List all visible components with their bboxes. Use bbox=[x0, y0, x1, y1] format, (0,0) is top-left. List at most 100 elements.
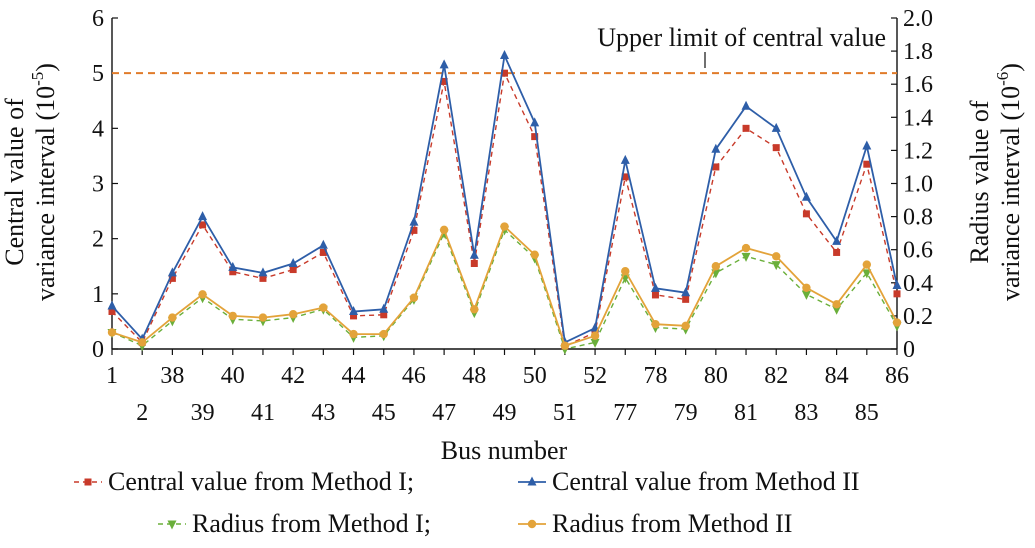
series-4-point bbox=[470, 305, 479, 314]
axes bbox=[111, 17, 898, 355]
series-3-point bbox=[862, 269, 872, 279]
legend-label: Radius from Method I; bbox=[192, 509, 431, 538]
x-tick-label: 45 bbox=[372, 400, 396, 426]
series-2-point bbox=[892, 280, 902, 290]
x-axis-label: Bus number bbox=[441, 436, 568, 465]
series-4-point bbox=[651, 319, 660, 329]
x-tick-label: 84 bbox=[825, 363, 849, 389]
series-4-point bbox=[862, 260, 872, 269]
y-left-label-exponent: -5 bbox=[28, 72, 47, 86]
x-tick-label: 44 bbox=[342, 363, 366, 389]
series-2-point bbox=[862, 140, 872, 150]
y-right-tick-label: 0.2 bbox=[903, 304, 933, 330]
legend: Central value from Method I; Central valu… bbox=[74, 467, 860, 538]
series-4-point bbox=[621, 267, 630, 276]
series-line-4 bbox=[111, 224, 898, 347]
series-2-point bbox=[318, 239, 328, 249]
series-2-point bbox=[681, 287, 691, 297]
series-2-point bbox=[167, 267, 177, 277]
legend-item-4: Radius from Method II bbox=[518, 509, 792, 538]
series-4-point bbox=[711, 262, 721, 271]
legend-swatch-marker bbox=[84, 478, 92, 486]
x-tick-label: 79 bbox=[674, 400, 698, 426]
series-4-point bbox=[168, 313, 177, 322]
y-left-label-line2-text: variance interval (10 bbox=[31, 86, 60, 301]
y-left-tick-label: 5 bbox=[92, 61, 104, 87]
series-2-point bbox=[741, 100, 751, 110]
y-right-label: Radius value of variance interval (10-6) bbox=[965, 63, 1025, 301]
series-1 bbox=[108, 69, 901, 350]
series-2-point bbox=[500, 50, 509, 60]
series-1-point bbox=[802, 210, 810, 218]
series-2-point bbox=[771, 122, 781, 132]
series-1-point bbox=[712, 163, 720, 171]
series-2-point bbox=[439, 59, 449, 69]
series-4-point bbox=[802, 283, 811, 292]
series-1-point bbox=[742, 124, 750, 132]
series-1-point bbox=[501, 69, 508, 77]
series-1-point bbox=[470, 259, 478, 267]
x-tick-label: 38 bbox=[160, 363, 184, 389]
series-4-point bbox=[560, 341, 570, 350]
series-3-point bbox=[801, 290, 811, 300]
x-tick-label: 80 bbox=[704, 363, 728, 389]
series-1-point bbox=[380, 311, 388, 319]
y-right-label-line2: variance interval (10-6) bbox=[993, 63, 1025, 301]
series-4-point bbox=[681, 321, 690, 331]
legend-label: Central value from Method I; bbox=[108, 467, 414, 496]
series-1-point bbox=[289, 266, 297, 274]
y-right-label-exponent: -6 bbox=[993, 72, 1012, 86]
series-4-point bbox=[228, 311, 237, 321]
y-left-tick-label: 3 bbox=[92, 172, 104, 198]
series-2-point bbox=[258, 267, 268, 277]
series-1-point bbox=[259, 274, 267, 282]
y-right-label-line2-text: variance interval (10 bbox=[996, 86, 1025, 301]
series-1-point bbox=[651, 291, 659, 299]
series-2-point bbox=[107, 300, 117, 310]
series-4-point bbox=[258, 313, 268, 322]
legend-label: Radius from Method II bbox=[552, 509, 792, 538]
y-right-tick-label: 2.0 bbox=[903, 6, 933, 32]
series-1-point bbox=[893, 290, 901, 298]
series-1-point bbox=[319, 248, 327, 256]
y-left-tick-label: 4 bbox=[92, 116, 104, 142]
series-1-point bbox=[863, 160, 871, 168]
series-4-point bbox=[530, 250, 539, 259]
series-line-1 bbox=[111, 70, 898, 348]
series-2-point bbox=[228, 261, 238, 271]
series-2-point bbox=[379, 303, 389, 313]
series-4-point bbox=[198, 290, 207, 299]
series-1-point bbox=[833, 248, 841, 256]
series-2-point bbox=[349, 305, 359, 315]
x-tick-label: 42 bbox=[281, 363, 305, 389]
series-1-point bbox=[108, 307, 116, 315]
series-3-point bbox=[741, 252, 751, 262]
x-tick-label: 82 bbox=[764, 363, 788, 389]
x-tick-label: 47 bbox=[432, 400, 456, 426]
y-right-tick-label: 1.4 bbox=[903, 105, 933, 131]
y-right-tick-label: 0 bbox=[903, 337, 915, 363]
series-group bbox=[107, 50, 902, 355]
legend-item-1: Central value from Method I; bbox=[74, 467, 414, 496]
series-2-point bbox=[198, 211, 208, 221]
x-tick-label: 40 bbox=[221, 363, 245, 389]
y-right-label-line1: Radius value of bbox=[965, 100, 994, 264]
series-1-point bbox=[772, 144, 780, 152]
x-tick-label: 2 bbox=[136, 400, 148, 426]
series-4-point bbox=[288, 310, 298, 319]
legend-swatch-marker bbox=[527, 519, 537, 529]
series-2 bbox=[107, 50, 902, 346]
series-3-point bbox=[832, 305, 842, 315]
series-4-point bbox=[349, 329, 358, 339]
series-1-point bbox=[621, 173, 629, 181]
series-4-point bbox=[590, 331, 600, 340]
legend-swatch-marker bbox=[527, 476, 537, 486]
series-3 bbox=[107, 226, 902, 355]
series-1-point bbox=[199, 221, 207, 229]
x-tick-label: 51 bbox=[553, 400, 577, 426]
y-right-tick-label: 0.6 bbox=[903, 238, 933, 264]
series-2-point bbox=[650, 282, 660, 292]
series-4-point bbox=[107, 328, 117, 337]
tick-labels: 012345600.20.40.60.81.01.21.41.61.82.012… bbox=[92, 6, 933, 426]
series-2-point bbox=[832, 235, 842, 245]
